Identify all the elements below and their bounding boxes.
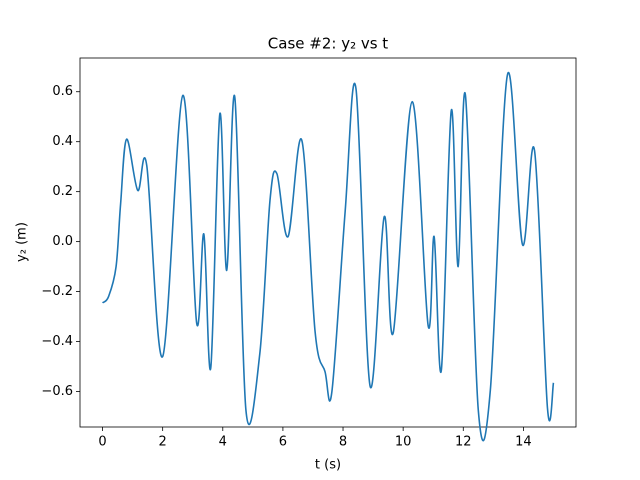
x-tick-label: 6	[279, 435, 287, 450]
x-tick-label: 10	[395, 435, 412, 450]
y-tick-label: 0.0	[52, 234, 73, 249]
x-axis-label: t (s)	[315, 458, 341, 473]
chart-title: Case #2: y₂ vs t	[268, 35, 389, 53]
y-axis-label: y₂ (m)	[15, 222, 30, 262]
axes-frame	[79, 57, 577, 428]
y-tick-label: −0.2	[41, 284, 73, 299]
y-tick-label: 0.2	[52, 184, 73, 199]
y-tick-label: 0.6	[52, 84, 73, 99]
y-tick-label: −0.4	[41, 334, 73, 349]
x-tick-label: 12	[455, 435, 472, 450]
x-tick-label: 2	[159, 435, 167, 450]
x-tick-label: 14	[515, 435, 532, 450]
data-line	[101, 71, 555, 442]
y-tick-label: 0.4	[52, 134, 73, 149]
x-tick-label: 4	[219, 435, 227, 450]
x-tick-label: 8	[339, 435, 347, 450]
y-tick-label: −0.6	[41, 384, 73, 399]
x-tick-label: 0	[98, 435, 106, 450]
